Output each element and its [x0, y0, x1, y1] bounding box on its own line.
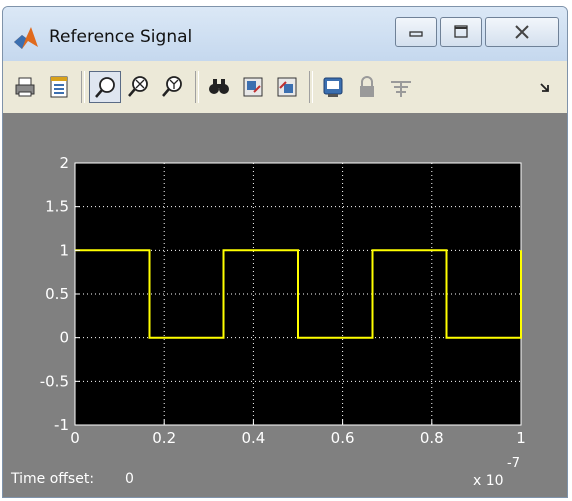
- close-icon: [515, 25, 529, 39]
- minimize-icon: [409, 31, 423, 37]
- x-tick-label: 0.2: [152, 429, 176, 447]
- toolbar-separator: [195, 71, 199, 103]
- zoom-x-icon: [128, 76, 148, 97]
- restore-axes-button[interactable]: [271, 71, 303, 103]
- parameters-icon: [50, 76, 68, 98]
- print-icon: [15, 77, 35, 97]
- scope-figure: 0 0.2 0.4 0.6 0.8 1 2 1.5 1 0.5 0 -0.5 -1 Time offse…: [3, 113, 567, 497]
- autoscale-button[interactable]: [203, 71, 235, 103]
- floating-scope-button[interactable]: [317, 71, 349, 103]
- print-button[interactable]: [9, 71, 41, 103]
- x-tick-label: 0.8: [420, 429, 444, 447]
- zoom-button[interactable]: [89, 71, 121, 103]
- y-tick-label: 2: [59, 154, 69, 172]
- title-bar[interactable]: Reference Signal: [3, 7, 567, 61]
- maximize-button[interactable]: [440, 17, 482, 47]
- minimize-button[interactable]: [395, 17, 437, 47]
- zoom-x-button[interactable]: [123, 71, 155, 103]
- x-exponent-base: x 10: [473, 473, 504, 489]
- save-axes-icon: [243, 77, 263, 97]
- x-tick-label: 0: [70, 429, 80, 447]
- lock-button[interactable]: [351, 71, 383, 103]
- tick-labels: 0 0.2 0.4 0.6 0.8 1 2 1.5 1 0.5 0 -0.5 -1: [40, 154, 526, 447]
- y-tick-label: 1.5: [45, 198, 69, 216]
- autoscale-icon: [209, 79, 229, 94]
- time-offset-value: 0: [125, 471, 134, 487]
- restore-axes-icon: [277, 77, 297, 97]
- matlab-icon: [14, 27, 38, 49]
- signal-trace: [75, 249, 522, 339]
- toolbar: [3, 61, 567, 114]
- parameters-button[interactable]: [43, 71, 75, 103]
- save-axes-button[interactable]: [237, 71, 269, 103]
- toolbar-separator: [309, 71, 313, 103]
- x-exponent: -7: [507, 456, 520, 471]
- close-button[interactable]: [485, 17, 559, 47]
- signal-selection-button[interactable]: [385, 71, 417, 103]
- signal-selection-icon: [391, 81, 411, 97]
- scope-plot[interactable]: 0 0.2 0.4 0.6 0.8 1 2 1.5 1 0.5 0 -0.5 -1 Time offse…: [3, 113, 567, 497]
- y-tick-label: 1: [59, 241, 69, 259]
- x-tick-label: 0.6: [331, 429, 355, 447]
- zoom-y-button[interactable]: [157, 71, 189, 103]
- zoom-icon: [95, 77, 115, 98]
- menu-arrow-icon: [540, 83, 549, 92]
- time-offset-label: Time offset:: [10, 471, 94, 487]
- scope-window: Reference Signal: [2, 6, 568, 498]
- y-tick-label: 0: [59, 329, 69, 347]
- window-title: Reference Signal: [49, 27, 193, 47]
- maximize-icon: [454, 25, 468, 38]
- toolbar-separator: [81, 71, 85, 103]
- x-tick-label: 1: [516, 429, 526, 447]
- floating-scope-icon: [323, 77, 343, 97]
- y-tick-label: 0.5: [45, 285, 69, 303]
- lock-icon: [360, 76, 374, 97]
- y-tick-label: -1: [54, 416, 69, 434]
- y-tick-label: -0.5: [40, 372, 69, 390]
- x-tick-label: 0.4: [241, 429, 265, 447]
- zoom-y-icon: [162, 76, 182, 97]
- toolbar-menu-button[interactable]: [529, 71, 561, 103]
